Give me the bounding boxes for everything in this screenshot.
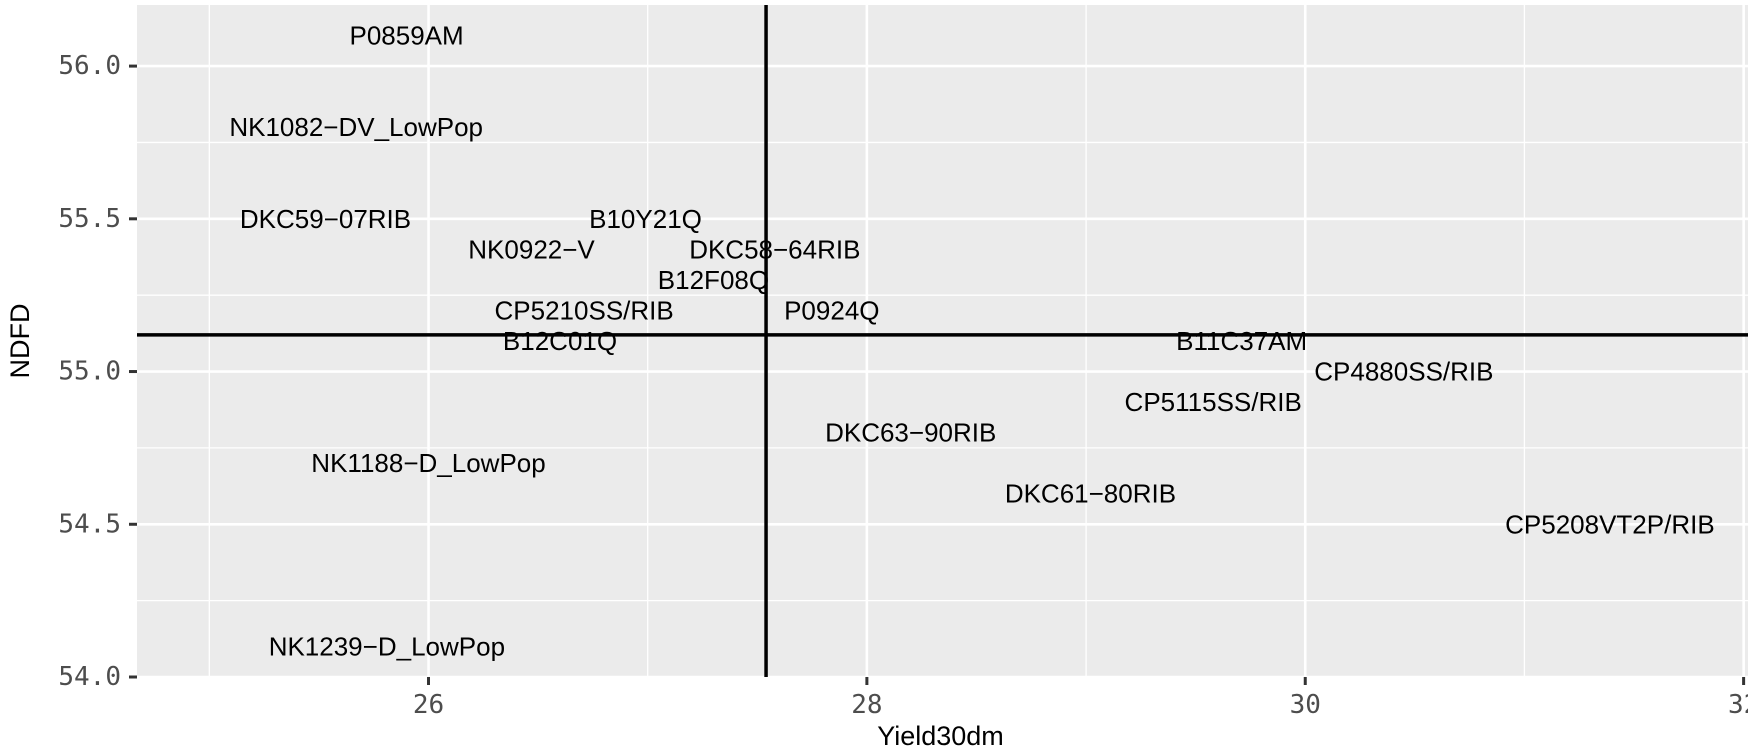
y-tick-label: 54.0 [58, 662, 121, 692]
point-label: DKC59−07RIB [240, 204, 411, 234]
point-label: P0859AM [350, 21, 464, 51]
point-label: CP5115SS/RIB [1125, 387, 1302, 417]
point-label: NK1082−DV_LowPop [229, 112, 483, 142]
x-tick-label: 28 [851, 690, 882, 720]
x-tick-label: 32 [1728, 690, 1748, 720]
plot-panel [137, 5, 1748, 677]
minor-gridlines [137, 5, 1748, 677]
point-label: NK1188−D_LowPop [311, 448, 545, 478]
point-label: DKC58−64RIB [689, 234, 860, 264]
point-label: NK1239−D_LowPop [269, 631, 505, 661]
y-tick-label: 55.0 [58, 357, 121, 387]
point-label: CP4880SS/RIB [1314, 357, 1493, 387]
y-tick-label: 55.5 [58, 204, 121, 234]
y-tick-label: 54.5 [58, 509, 121, 539]
point-label: P0924Q [784, 295, 879, 325]
point-label: CP5210SS/RIB [495, 295, 674, 325]
point-label: B10Y21Q [589, 204, 702, 234]
point-label: DKC61−80RIB [1005, 479, 1176, 509]
x-tick-label: 30 [1290, 690, 1321, 720]
reference-lines [137, 5, 1748, 677]
point-label: B12C01Q [503, 326, 617, 356]
point-label: B11C37AM [1176, 326, 1307, 356]
x-tick-label: 26 [413, 690, 444, 720]
point-label: B12F08Q [658, 265, 769, 295]
y-axis: 54.0 54.5 55.0 55.5 56.0 [58, 51, 137, 692]
x-axis-title: Yield30dm [877, 721, 1004, 751]
y-axis-title: NDFD [5, 304, 35, 379]
y-tick-label: 56.0 [58, 51, 121, 81]
point-label: CP5208VT2P/RIB [1505, 509, 1715, 539]
major-gridlines [137, 5, 1748, 679]
point-labels: P0859AM NK1082−DV_LowPop DKC59−07RIB B10Y21… [229, 21, 1714, 662]
point-label: DKC63−90RIB [825, 418, 996, 448]
x-axis: 26 28 30 32 [413, 677, 1748, 720]
point-label: NK0922−V [468, 234, 595, 264]
